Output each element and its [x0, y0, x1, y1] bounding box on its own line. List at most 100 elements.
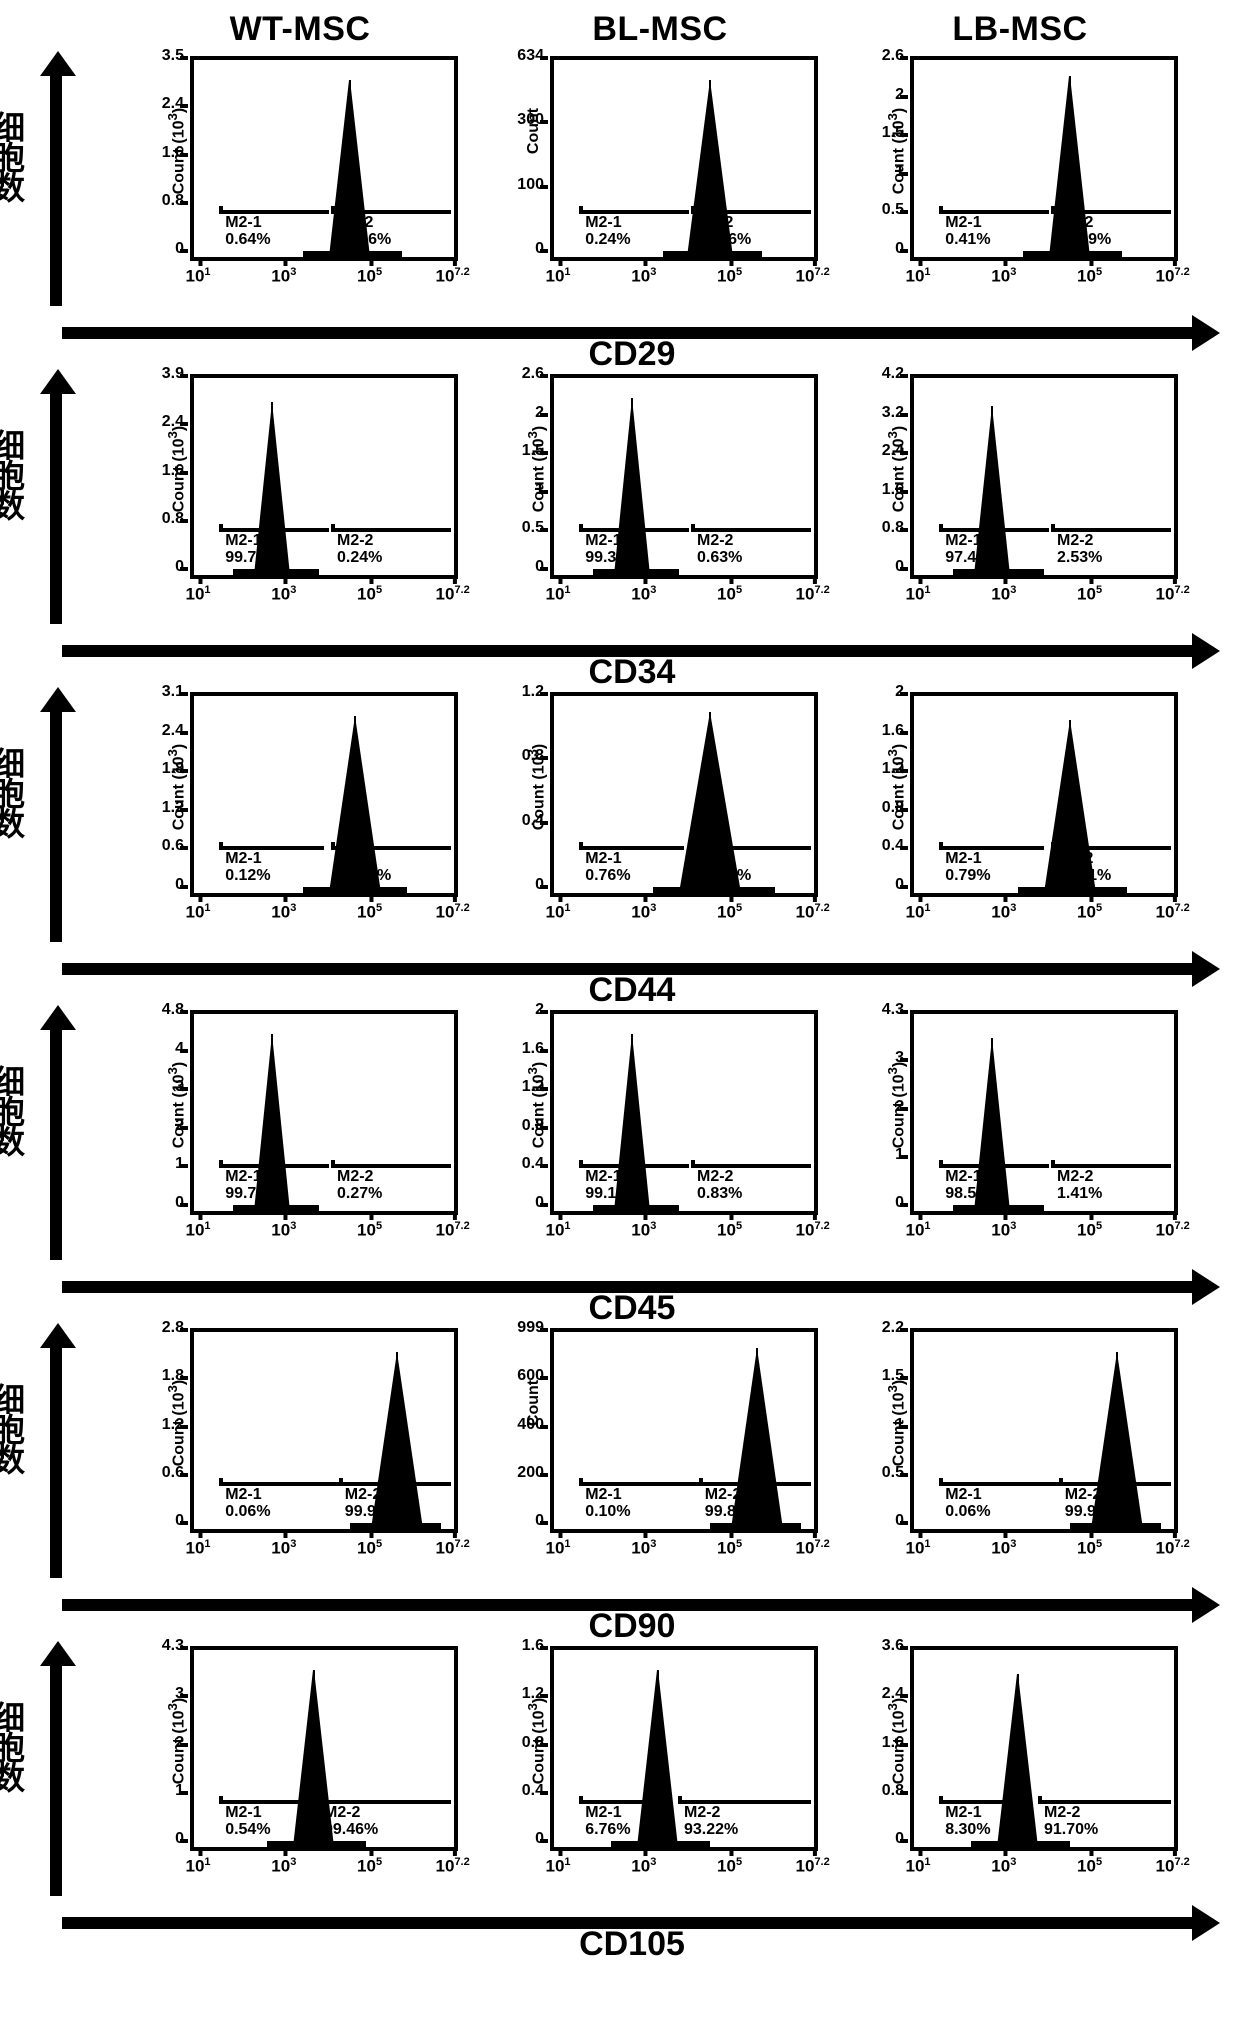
- count-axis-label: Count (103): [165, 712, 188, 862]
- marker-row-cd34: 细胞数00.81.62.43.9Count (103)M2-199.75%M2-…: [10, 369, 1230, 687]
- count-axis-label: Count (103): [165, 76, 188, 226]
- panel: 00.511.522.6Count (103)M2-199.34%M2-20.6…: [480, 369, 840, 609]
- panel: 00.81.62.43.24.2Count (103)M2-197.46%M2-…: [840, 369, 1200, 609]
- col-header-bl: BL-MSC: [480, 10, 840, 49]
- panel: 0200400600999CountM2-10.10%M2-299.86%101…: [480, 1323, 840, 1563]
- xtick-label: 103: [271, 266, 296, 287]
- ytick-label: 3.5: [134, 47, 184, 65]
- count-axis-label: Count (103): [885, 1348, 908, 1498]
- plot-area: M2-10.12%M2-299.88%: [190, 692, 458, 897]
- ytick-label: 0: [494, 1512, 544, 1530]
- gate-label: M2-10.12%: [225, 850, 270, 885]
- gate-label: M2-10.41%: [945, 214, 990, 249]
- xtick-label: 105: [1077, 266, 1102, 287]
- ytick-label: 2.6: [494, 365, 544, 383]
- xtick-label: 105: [1077, 1220, 1102, 1241]
- xtick-label: 105: [717, 1220, 742, 1241]
- panel: 00.81.62.43.9Count (103)M2-199.75%M2-20.…: [120, 369, 480, 609]
- plot-area: M2-10.41% M2-299.59%: [910, 56, 1178, 261]
- ytick-label: 0: [854, 876, 904, 894]
- ytick-label: 0: [494, 1194, 544, 1212]
- gate-label: M2-10.10%: [585, 1486, 630, 1521]
- ytick-label: 3.1: [134, 683, 184, 701]
- xtick-label: 101: [906, 902, 931, 923]
- panel: 012344.8Count (103)M2-199.73%M2-20.27%10…: [120, 1005, 480, 1245]
- ytick-label: 0: [134, 558, 184, 576]
- xtick-label: 103: [991, 1220, 1016, 1241]
- ytick-label: 0: [854, 558, 904, 576]
- panels: 012344.8Count (103)M2-199.73%M2-20.27%10…: [120, 1005, 1230, 1245]
- xtick-label: 107.2: [796, 584, 830, 605]
- xtick-label: 101: [186, 266, 211, 287]
- panel: 00.40.81.2Count (103)M2-10.76%M2-299.23%…: [480, 687, 840, 927]
- panel: 00.81.62.43.5Count (103)M2-10.64%M2-299.…: [120, 51, 480, 291]
- plot-area: M2-199.73%M2-20.27%: [190, 1010, 458, 1215]
- gate-label: M2-199.73%: [225, 1168, 279, 1203]
- plot-area: M2-10.64%M2-299.36%: [190, 56, 458, 261]
- ytick-label: 4.2: [854, 365, 904, 383]
- xtick-label: 107.2: [436, 902, 470, 923]
- xtick-label: 103: [271, 1856, 296, 1877]
- xaxis-arrow: CD90: [62, 1575, 1220, 1635]
- count-axis-label: Count (103): [885, 76, 908, 226]
- ytick-label: 0: [134, 1830, 184, 1848]
- gate-label: M2-199.75%: [225, 532, 279, 567]
- xtick-label: 107.2: [796, 266, 830, 287]
- marker-row-cd44: 细胞数00.61.21.82.43.1Count (103)M2-10.12%M…: [10, 687, 1230, 1005]
- xtick-label: 105: [357, 1856, 382, 1877]
- marker-label: CD105: [532, 1925, 732, 1964]
- gate-label: M2-10.24%: [585, 214, 630, 249]
- xtick-label: 103: [991, 1538, 1016, 1559]
- xtick-label: 101: [546, 902, 571, 923]
- marker-row-cd29: 细胞数00.81.62.43.5Count (103)M2-10.64%M2-2…: [10, 51, 1230, 369]
- xtick-label: 101: [186, 584, 211, 605]
- ytick-label: 3.6: [854, 1637, 904, 1655]
- xtick-label: 101: [906, 1220, 931, 1241]
- gate-label: M2-299.76%: [697, 214, 751, 249]
- xtick-label: 107.2: [436, 1220, 470, 1241]
- count-axis-label: Count (103): [165, 1666, 188, 1816]
- panel: 00.511.52.2Count (103)M2-10.06%M2-299.91…: [840, 1323, 1200, 1563]
- yaxis-arrow: 细胞数: [10, 692, 80, 942]
- xtick-label: 101: [906, 584, 931, 605]
- yaxis-label: 细胞数: [0, 111, 30, 201]
- panel: 0100300634CountM2-10.24%M2-299.76%101103…: [480, 51, 840, 291]
- count-axis-label: Count (103): [885, 394, 908, 544]
- count-axis-label: Count (103): [525, 394, 548, 544]
- xtick-label: 107.2: [436, 584, 470, 605]
- gate-label: M2-299.90%: [345, 1486, 399, 1521]
- ytick-label: 0: [494, 1830, 544, 1848]
- xtick-label: 105: [717, 1538, 742, 1559]
- ytick-label: 0: [134, 876, 184, 894]
- ytick-label: 1.2: [494, 683, 544, 701]
- xtick-label: 103: [271, 584, 296, 605]
- gate-label: M2-299.36%: [337, 214, 391, 249]
- gate-label: M2-20.63%: [697, 532, 742, 567]
- count-axis-label: Count (103): [165, 1030, 188, 1180]
- xtick-label: 103: [631, 584, 656, 605]
- xtick-label: 107.2: [1156, 902, 1190, 923]
- xtick-label: 101: [546, 584, 571, 605]
- xtick-label: 101: [906, 1856, 931, 1877]
- ytick-label: 4.3: [134, 1637, 184, 1655]
- column-headers: WT-MSC BL-MSC LB-MSC: [120, 10, 1230, 49]
- xtick-label: 107.2: [796, 1856, 830, 1877]
- ytick-label: 2: [494, 1001, 544, 1019]
- plot-area: M2-10.76%M2-299.23%: [550, 692, 818, 897]
- xtick-label: 105: [1077, 584, 1102, 605]
- xtick-label: 105: [717, 902, 742, 923]
- xaxis-arrow: CD105: [62, 1893, 1220, 1953]
- ytick-label: 0: [854, 1830, 904, 1848]
- marker-row-cd45: 细胞数012344.8Count (103)M2-199.73%M2-20.27…: [10, 1005, 1230, 1323]
- xtick-label: 101: [186, 902, 211, 923]
- yaxis-label: 细胞数: [0, 1065, 30, 1155]
- gate-label: M2-299.59%: [1057, 214, 1111, 249]
- yaxis-label: 细胞数: [0, 1383, 30, 1473]
- xtick-label: 103: [991, 902, 1016, 923]
- col-header-lb: LB-MSC: [840, 10, 1200, 49]
- xtick-label: 105: [357, 1538, 382, 1559]
- xtick-label: 105: [717, 266, 742, 287]
- ytick-label: 0: [134, 1512, 184, 1530]
- xtick-label: 107.2: [1156, 1538, 1190, 1559]
- ytick-label: 2.6: [854, 47, 904, 65]
